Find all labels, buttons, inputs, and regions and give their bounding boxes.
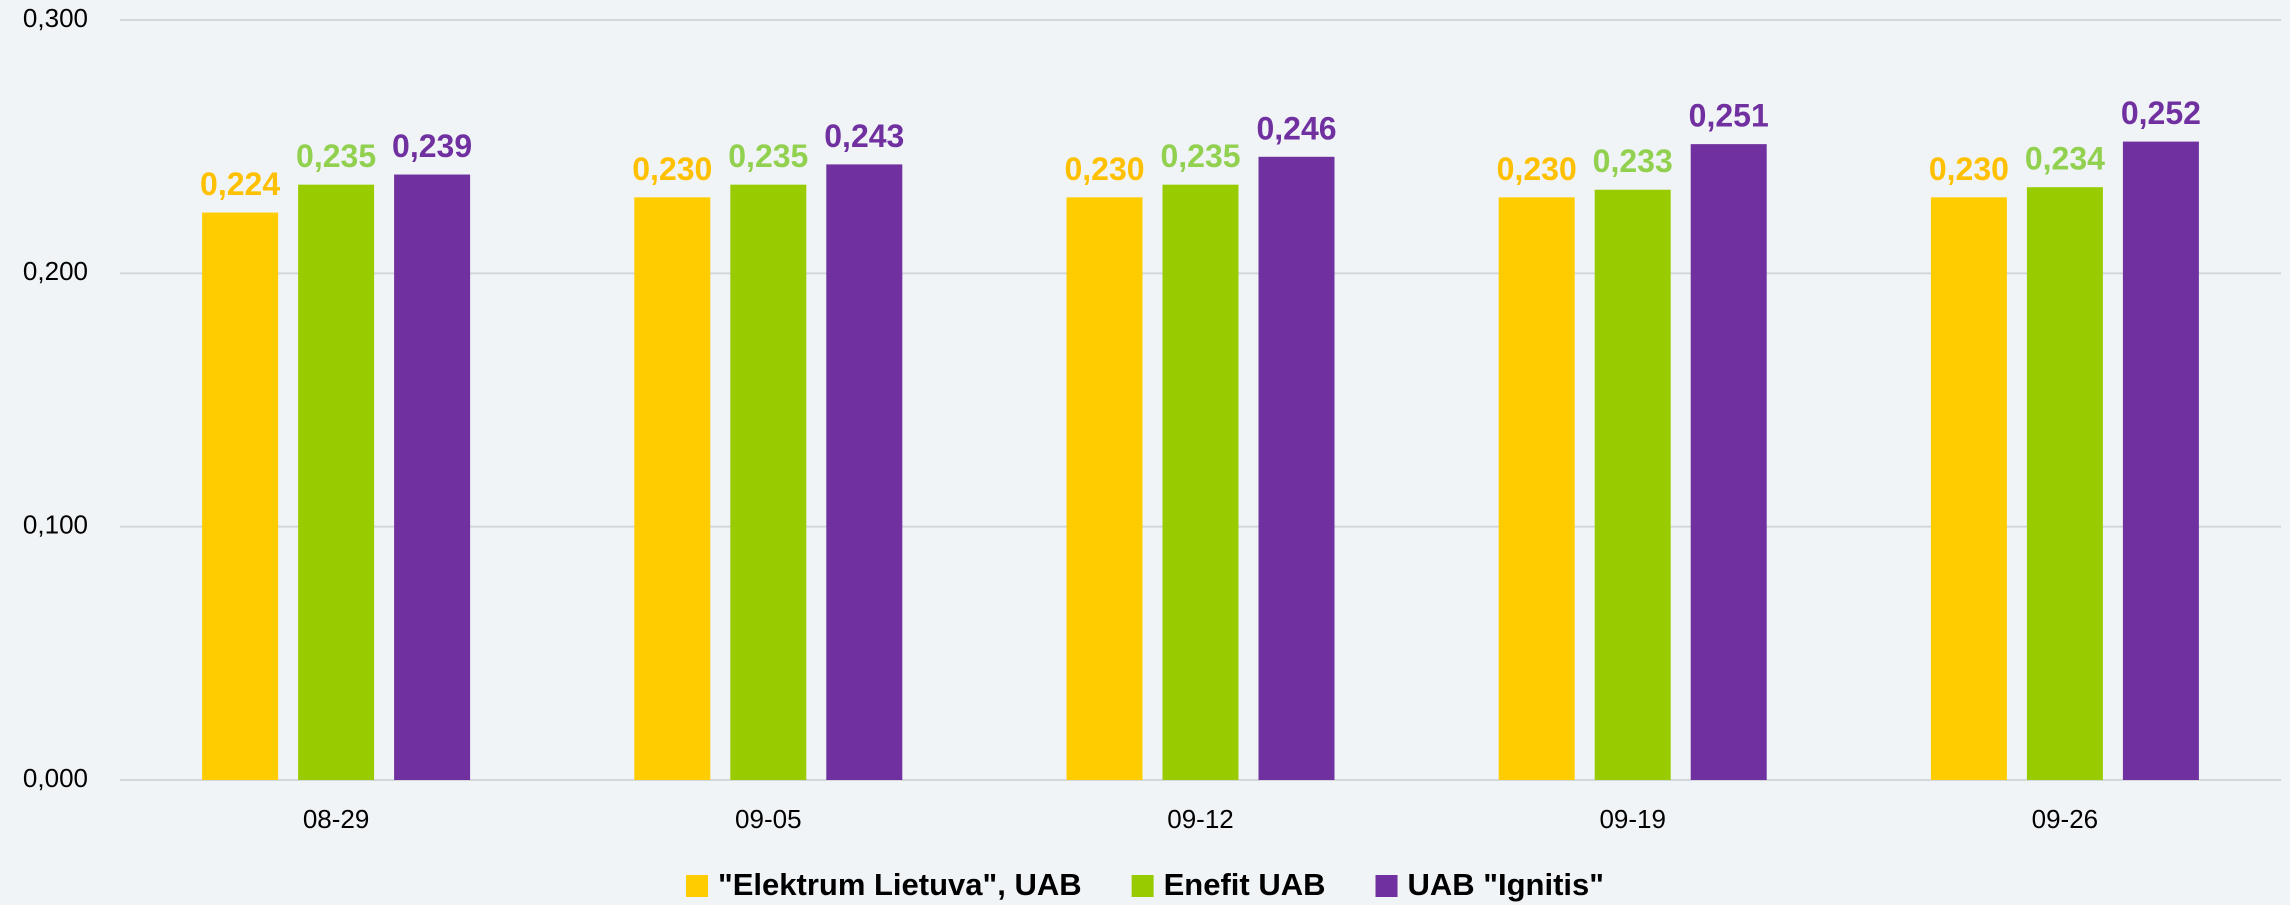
- value-label: 0,235: [1160, 138, 1240, 174]
- x-tick-label: 09-05: [735, 804, 802, 834]
- x-tick-label: 08-29: [303, 804, 370, 834]
- bar: [1594, 189, 1671, 780]
- value-label: 0,243: [824, 118, 904, 154]
- value-label: 0,252: [2121, 95, 2201, 131]
- legend-swatch: [686, 875, 709, 897]
- bar: [2026, 187, 2103, 780]
- legend-swatch: [1375, 875, 1398, 897]
- bar: [1498, 197, 1575, 781]
- legend-swatch: [1131, 875, 1154, 897]
- legend-label: "Elektrum Lietuva", UAB: [718, 867, 1082, 902]
- bar: [826, 164, 903, 780]
- legend-label: Enefit UAB: [1164, 867, 1326, 902]
- bar: [1258, 156, 1335, 781]
- value-label: 0,233: [1593, 143, 1673, 179]
- y-tick-label: 0,100: [23, 510, 88, 540]
- bar: [202, 212, 279, 781]
- value-label: 0,230: [632, 151, 712, 187]
- y-tick-label: 0,000: [23, 763, 88, 793]
- y-tick-label: 0,200: [23, 256, 88, 286]
- bar: [394, 174, 471, 781]
- value-label: 0,224: [200, 166, 280, 202]
- bar: [2122, 141, 2199, 781]
- bar: [298, 184, 375, 780]
- value-label: 0,234: [2025, 141, 2105, 177]
- value-label: 0,235: [728, 138, 808, 174]
- bar: [1066, 197, 1143, 781]
- bar: [634, 197, 711, 781]
- value-label: 0,239: [392, 128, 472, 164]
- value-label: 0,235: [296, 138, 376, 174]
- value-label: 0,251: [1689, 98, 1769, 134]
- y-tick-label: 0,300: [23, 3, 88, 33]
- value-label: 0,230: [1497, 151, 1577, 187]
- x-tick-label: 09-12: [1167, 804, 1234, 834]
- bar: [730, 184, 807, 780]
- value-label: 0,246: [1256, 110, 1336, 146]
- value-label: 0,230: [1064, 151, 1144, 187]
- bar: [1162, 184, 1239, 780]
- legend-label: UAB "Ignitis": [1408, 867, 1604, 902]
- bar: [1690, 144, 1767, 781]
- bar: [1930, 197, 2007, 781]
- x-tick-label: 09-26: [2032, 804, 2099, 834]
- value-label: 0,230: [1929, 151, 2009, 187]
- x-tick-label: 09-19: [1599, 804, 1666, 834]
